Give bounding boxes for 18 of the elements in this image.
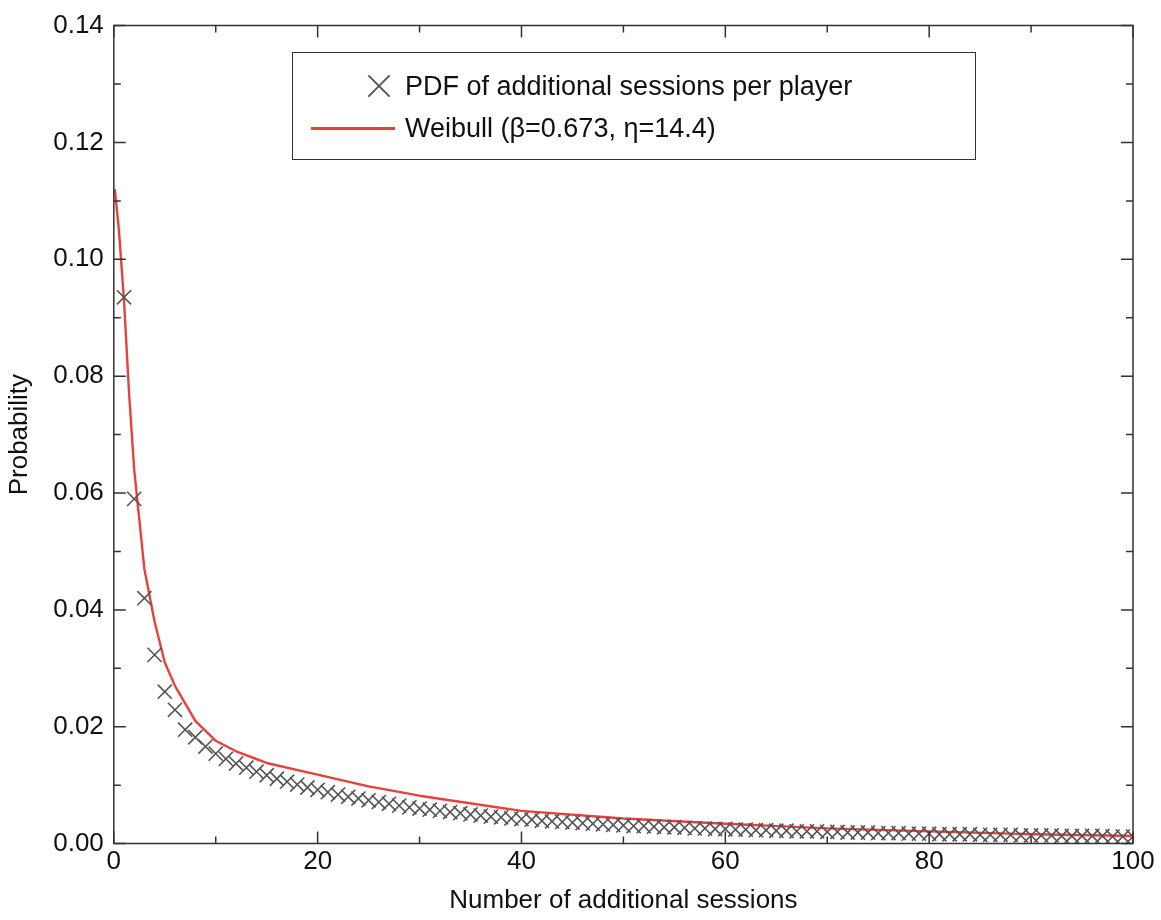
legend-label: PDF of additional sessions per player bbox=[405, 70, 853, 102]
x-axis-title: Number of additional sessions bbox=[449, 883, 798, 914]
x-tick-label: 20 bbox=[303, 845, 333, 876]
y-tick-label: 0.06 bbox=[53, 476, 104, 507]
x-tick-label: 0 bbox=[106, 845, 122, 876]
y-tick-label: 0.08 bbox=[53, 359, 104, 390]
y-axis-title: Probability bbox=[2, 373, 33, 496]
y-tick-label: 0.02 bbox=[53, 709, 104, 740]
x-tick-label: 60 bbox=[710, 845, 740, 876]
y-tick-label: 0.00 bbox=[53, 826, 104, 857]
y-tick-label: 0.10 bbox=[53, 242, 104, 273]
x-tick-label: 80 bbox=[914, 845, 944, 876]
y-tick-label: 0.14 bbox=[53, 8, 104, 39]
y-tick-label: 0.12 bbox=[53, 125, 104, 156]
legend-label: Weibull (β=0.673, η=14.4) bbox=[405, 112, 716, 144]
x-tick-label: 40 bbox=[507, 845, 536, 876]
x-tick-label: 100 bbox=[1111, 845, 1155, 876]
y-tick-label: 0.04 bbox=[53, 593, 104, 624]
